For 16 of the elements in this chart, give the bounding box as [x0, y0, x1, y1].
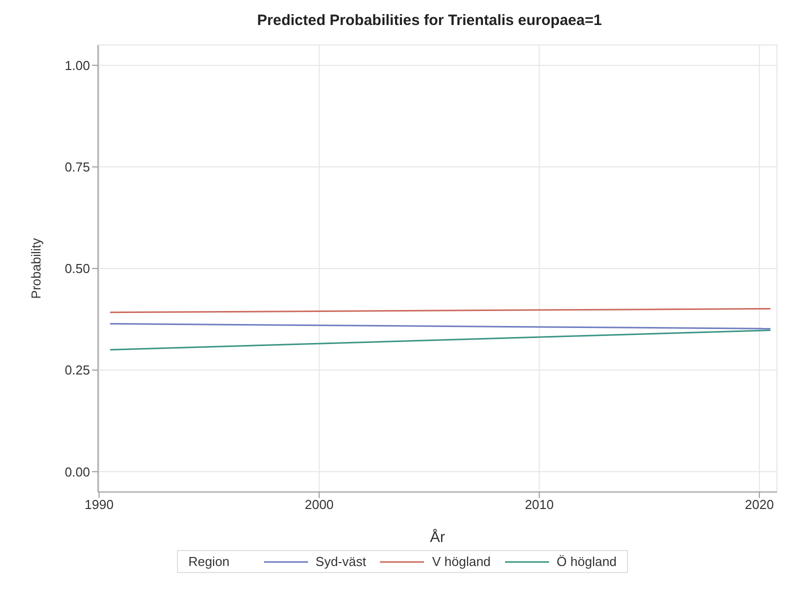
y-tick-label: 1.00 [64, 58, 90, 73]
x-tick-label: 2010 [524, 497, 554, 512]
chart-title: Predicted Probabilities for Trientalis europaea=1 [256, 12, 603, 29]
legend-label: V högland [432, 554, 491, 569]
x-tick-label: 2020 [744, 497, 774, 512]
x-axis-title: År [430, 528, 446, 546]
y-tick-label: 0.00 [64, 464, 90, 480]
legend-label: Ö högland [556, 554, 617, 569]
y-tick-label: 0.50 [64, 261, 90, 276]
y-tick-label: 0.75 [64, 160, 90, 175]
legend-title: Region [188, 554, 230, 569]
x-tick-label: 2000 [304, 497, 334, 512]
legend-label: Syd-väst [316, 554, 366, 569]
y-tick-label: 0.25 [64, 362, 90, 378]
y-axis-title: Probability [28, 238, 44, 299]
x-tick-label: 1990 [84, 497, 114, 512]
